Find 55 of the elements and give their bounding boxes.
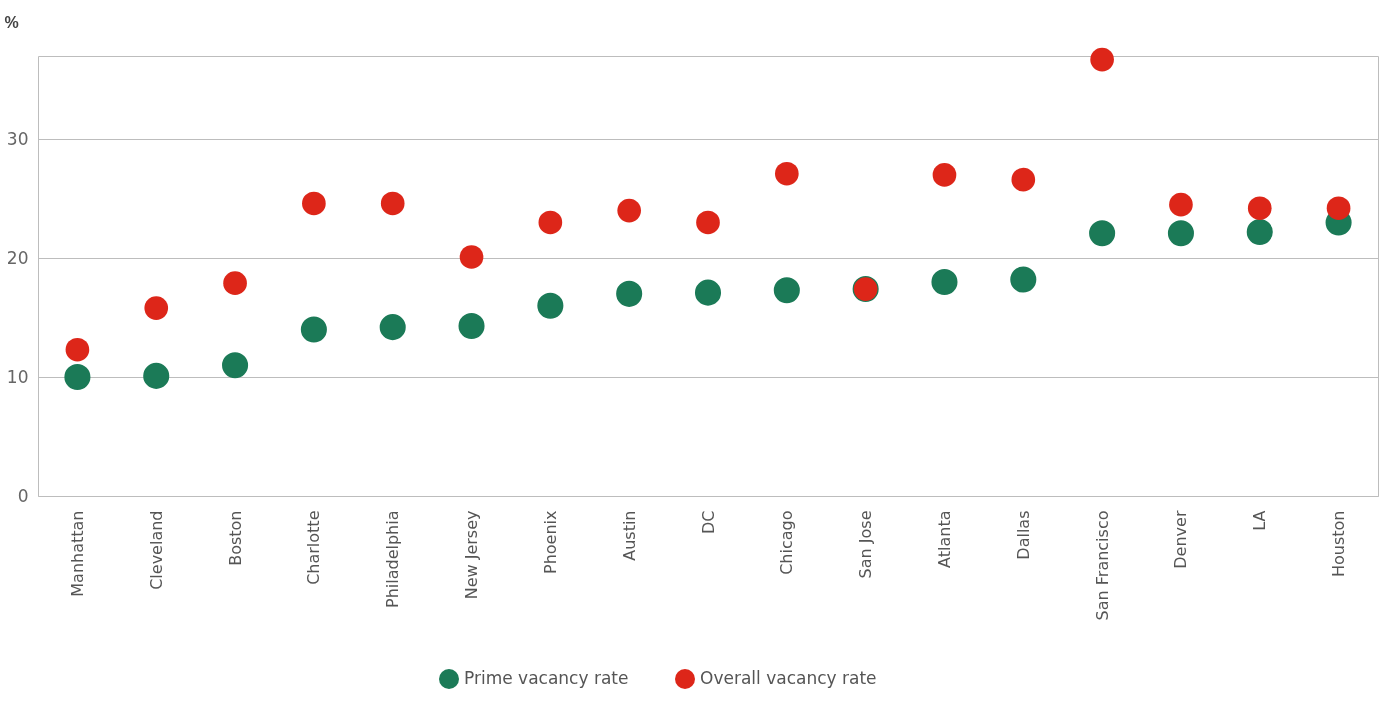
point <box>302 191 326 216</box>
x-tick-label: Phoenix <box>540 510 560 574</box>
point <box>1169 192 1193 217</box>
x-tick-label: Chicago <box>777 510 797 575</box>
point <box>1011 167 1036 192</box>
x-tick-label: Dallas <box>1013 510 1033 560</box>
point <box>932 163 957 187</box>
x-tick-label: Cleveland <box>146 510 166 590</box>
x-tick-label: Charlotte <box>304 510 324 585</box>
point <box>1167 220 1194 247</box>
x-tick-label: Manhattan <box>67 510 87 597</box>
x-tick-label: San Francisco <box>1092 510 1112 621</box>
point <box>931 268 958 295</box>
point <box>537 292 564 319</box>
x-tick-label: Philadelphia <box>383 510 403 608</box>
point <box>538 210 563 235</box>
x-tick-label: Denver <box>1171 510 1191 569</box>
y-tick-label: 0 <box>17 485 29 506</box>
x-tick-label: Austin <box>619 510 639 561</box>
point <box>222 352 249 379</box>
point <box>380 191 405 216</box>
x-tick-label: Boston <box>225 510 245 566</box>
point <box>773 277 800 304</box>
legend-label: Prime vacancy rate <box>464 668 629 688</box>
legend-label: Overall vacancy rate <box>700 668 877 688</box>
point <box>694 279 722 306</box>
y-axis-title: % <box>4 13 19 31</box>
x-tick-label: DC <box>698 510 718 534</box>
point <box>143 362 170 389</box>
y-tick-label: 20 <box>6 247 29 268</box>
point <box>1010 266 1037 293</box>
point <box>616 280 643 307</box>
point <box>144 296 169 320</box>
point <box>223 271 247 295</box>
point <box>65 337 90 362</box>
y-tick-label: 30 <box>6 128 29 149</box>
x-tick-label: Houston <box>1329 510 1349 577</box>
point <box>1326 196 1351 221</box>
point <box>617 198 642 223</box>
point <box>458 312 485 339</box>
x-tick-label: Atlanta <box>934 510 954 568</box>
point <box>379 314 406 341</box>
x-tick-label: New Jersey <box>462 510 482 600</box>
point <box>459 245 484 269</box>
point <box>1246 218 1273 246</box>
point <box>1089 220 1116 247</box>
point <box>774 161 799 186</box>
point <box>696 210 720 235</box>
point <box>300 316 327 343</box>
x-tick-label: San Jose <box>856 510 876 579</box>
point <box>64 364 91 391</box>
y-tick-label: 10 <box>6 366 29 387</box>
x-tick-label: LA <box>1250 510 1270 531</box>
point <box>1090 47 1114 72</box>
point <box>1247 196 1272 221</box>
